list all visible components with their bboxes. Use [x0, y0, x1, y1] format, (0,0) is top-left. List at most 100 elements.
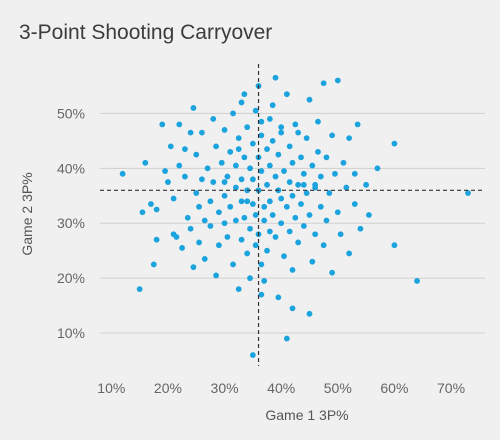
y-tick-label: 30% — [57, 215, 85, 231]
data-point — [215, 209, 222, 216]
data-point — [278, 195, 285, 202]
data-point — [289, 267, 296, 273]
y-tick-labels: 10% 20% 30% 40% 50% — [57, 105, 85, 341]
data-point — [230, 110, 236, 117]
chart-title: 3-Point Shooting Carryover — [19, 21, 272, 44]
data-point — [346, 135, 353, 142]
data-point — [218, 159, 225, 166]
y-tick-label: 10% — [57, 325, 85, 341]
data-point — [150, 261, 157, 268]
data-point — [193, 151, 200, 158]
data-point — [391, 140, 398, 147]
data-point — [303, 135, 310, 142]
data-point — [235, 135, 242, 142]
gridlines — [100, 112, 485, 334]
data-point — [227, 203, 234, 210]
data-point — [190, 105, 197, 111]
x-tick-label: 30% — [211, 380, 239, 396]
data-point — [244, 250, 251, 257]
data-point — [196, 239, 202, 246]
data-point — [264, 146, 270, 153]
data-point — [286, 143, 293, 150]
data-point — [148, 201, 154, 207]
data-point — [346, 250, 353, 257]
data-point — [272, 234, 279, 240]
data-point — [176, 162, 183, 169]
y-tick-label: 20% — [57, 270, 85, 286]
data-point — [357, 225, 364, 232]
data-point — [266, 198, 273, 205]
data-point — [244, 124, 251, 131]
data-point — [323, 154, 330, 161]
data-point — [306, 96, 313, 103]
x-tick-label: 70% — [437, 380, 465, 396]
data-point — [170, 195, 177, 202]
data-point — [190, 264, 197, 271]
x-tick-label: 50% — [324, 380, 352, 396]
data-point — [332, 170, 338, 177]
data-point — [238, 236, 245, 243]
data-point — [300, 223, 307, 229]
data-point — [221, 220, 228, 227]
data-point — [241, 91, 248, 98]
data-point — [275, 294, 282, 301]
data-point — [241, 214, 248, 221]
data-point — [283, 203, 290, 210]
data-point — [179, 245, 185, 251]
data-point — [317, 203, 324, 210]
data-point — [247, 275, 253, 282]
data-point — [261, 217, 268, 224]
data-point — [292, 214, 299, 221]
x-tick-label: 20% — [154, 380, 182, 396]
data-point — [136, 286, 143, 293]
data-point — [247, 225, 253, 232]
data-point — [366, 212, 372, 218]
y-tick-label: 50% — [57, 105, 85, 121]
data-point — [224, 234, 231, 240]
data-point — [363, 181, 370, 188]
data-point — [119, 170, 126, 177]
data-point — [278, 220, 285, 227]
data-point — [187, 225, 194, 232]
data-point — [300, 181, 307, 188]
data-point — [258, 118, 265, 125]
data-point — [326, 190, 333, 196]
data-point — [153, 206, 160, 213]
data-point — [292, 121, 299, 128]
data-point — [258, 132, 265, 139]
data-point — [289, 192, 296, 199]
data-point — [221, 179, 228, 185]
data-point — [278, 124, 285, 131]
data-point — [215, 242, 222, 249]
data-point — [238, 198, 245, 205]
data-point — [238, 99, 245, 106]
data-point — [340, 159, 347, 166]
data-point — [249, 201, 256, 207]
data-point — [142, 159, 149, 166]
data-point — [312, 231, 319, 238]
data-point — [182, 173, 188, 180]
data-point — [165, 179, 171, 185]
data-point — [317, 173, 324, 180]
data-point — [235, 146, 242, 153]
x-tick-label: 10% — [97, 380, 125, 396]
data-points — [119, 74, 471, 358]
data-point — [337, 231, 344, 238]
data-point — [334, 209, 341, 216]
data-point — [266, 228, 273, 235]
data-point — [269, 102, 276, 109]
data-point — [334, 77, 341, 84]
data-point — [204, 165, 211, 172]
data-point — [199, 129, 205, 136]
data-point — [391, 242, 398, 249]
data-point — [266, 162, 273, 169]
data-point — [221, 126, 228, 133]
data-point — [244, 198, 251, 205]
data-point — [258, 291, 265, 298]
data-point — [167, 143, 174, 150]
data-point — [289, 305, 296, 312]
x-tick-label: 60% — [380, 380, 408, 396]
data-point — [298, 154, 304, 161]
data-point — [264, 247, 270, 254]
